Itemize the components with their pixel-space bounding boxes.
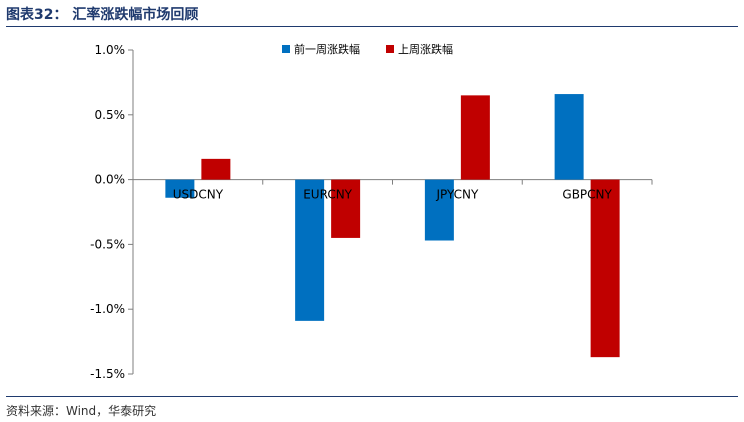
y-tick-label: 0.0% [95,173,126,187]
legend-swatch [386,45,394,53]
figure-footer: 资料来源：Wind，华泰研究 [6,396,738,419]
bar-prev-week-gbpcny [554,94,584,180]
bar-prev-week-eurcny [295,179,325,321]
y-tick-label: 1.0% [95,43,126,57]
source-note: 资料来源：Wind，华泰研究 [6,404,157,418]
y-tick-label: -1.0% [90,302,125,316]
x-category-label: EURCNY [303,188,352,202]
y-tick-label: -0.5% [90,237,125,251]
legend-label: 前一周涨跌幅 [294,42,360,56]
bar-prev-week-jpycny [424,179,454,241]
y-tick-label: 0.5% [95,108,126,122]
bar-last-week-eurcny [331,179,361,238]
bar-prev-week-usdcny [165,179,195,198]
figure-header: 图表32： 汇率涨跌幅市场回顾 [6,4,738,27]
bar-last-week-jpycny [460,95,490,180]
bar-last-week-gbpcny [590,179,620,358]
x-category-label: USDCNY [173,188,224,202]
x-category-label: GBPCNY [562,188,612,202]
bar-last-week-usdcny [201,158,231,180]
figure-title: 图表32： 汇率涨跌幅市场回顾 [6,7,199,23]
legend-swatch [282,45,290,53]
x-category-label: JPYCNY [435,188,479,202]
legend-label: 上周涨跌幅 [398,42,453,56]
chart-area: 1.0% 0.5% 0.0% -0.5% -1.0% -1.5% USDCNY EURCNY J… [0,30,744,390]
y-tick-label: -1.5% [90,367,125,381]
bar-chart: 1.0% 0.5% 0.0% -0.5% -1.0% -1.5% USDCNY EURCNY J… [90,42,653,381]
